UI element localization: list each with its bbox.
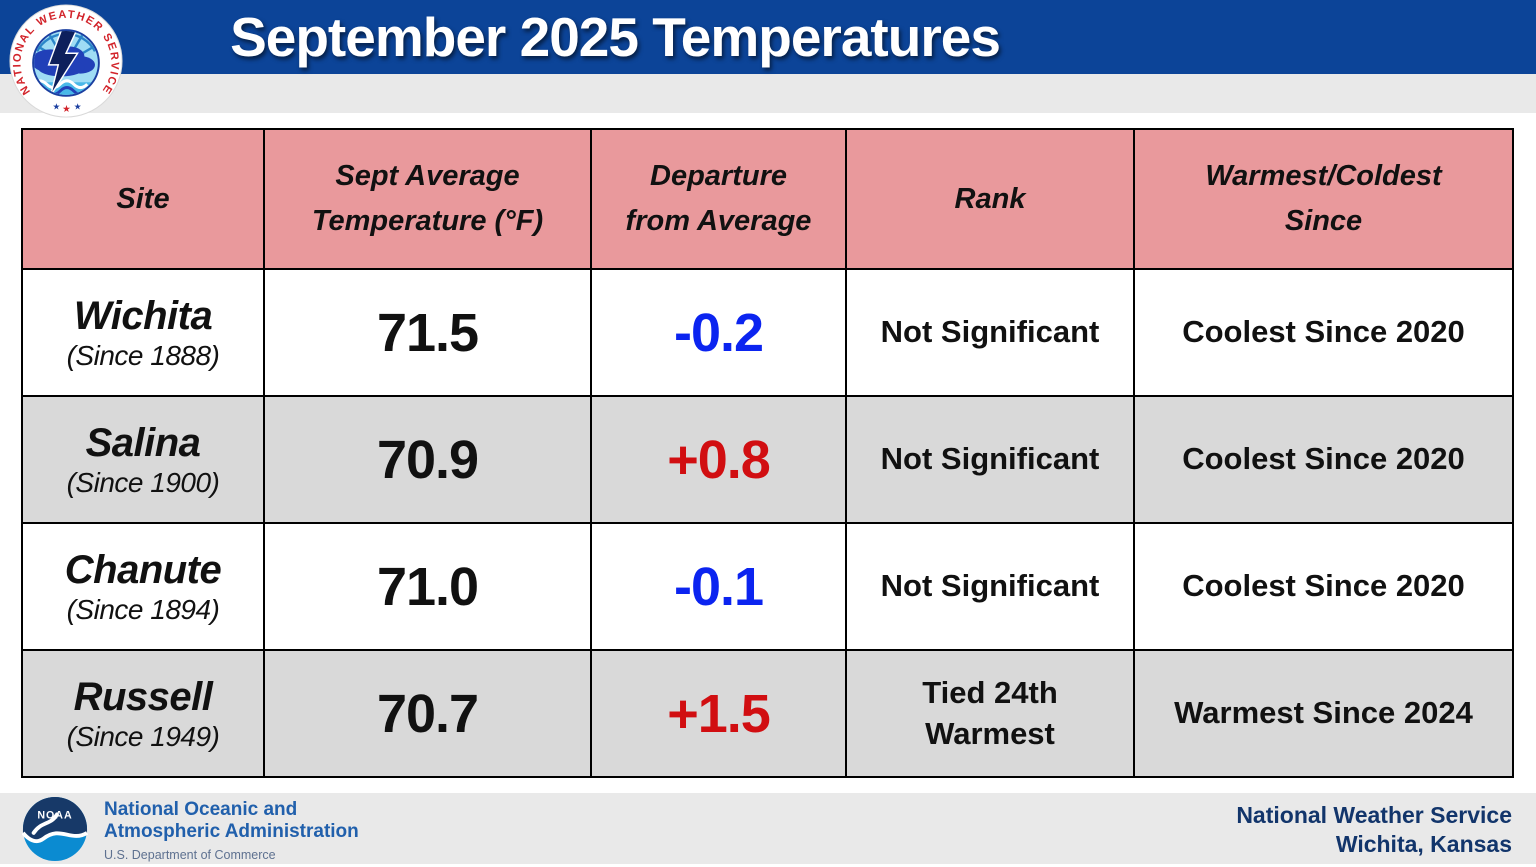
header-divider-strip — [0, 74, 1536, 113]
rank-cell: Tied 24th Warmest — [846, 650, 1134, 777]
temperature-table-wrap: Site Sept Average Temperature (°F) Depar… — [21, 128, 1536, 778]
commerce-line: U.S. Department of Commerce — [104, 848, 359, 862]
footer-bar: NOAA National Oceanic and Atmospheric Ad… — [0, 793, 1536, 864]
departure-cell: +0.8 — [591, 396, 846, 523]
nws-office-line-1: National Weather Service — [1236, 801, 1512, 830]
site-cell: Salina (Since 1900) — [22, 396, 264, 523]
departure-cell: -0.1 — [591, 523, 846, 650]
rank-cell: Not Significant — [846, 523, 1134, 650]
warmest-coldest-cell: Coolest Since 2020 — [1134, 396, 1513, 523]
avg-temp-cell: 71.5 — [264, 269, 591, 396]
col-header-warmest-coldest: Warmest/Coldest Since — [1134, 129, 1513, 269]
col-header-avg-temp: Sept Average Temperature (°F) — [264, 129, 591, 269]
site-cell: Chanute (Since 1894) — [22, 523, 264, 650]
header-banner: September 2025 Temperatures — [0, 0, 1536, 74]
nws-office-block: National Weather Service Wichita, Kansas — [1236, 801, 1512, 859]
col-header-departure: Departure from Average — [591, 129, 846, 269]
noaa-line-1: National Oceanic and — [104, 799, 359, 821]
page-title-wrap: September 2025 Temperatures — [0, 0, 1230, 74]
table-row-russell: Russell (Since 1949) 70.7 +1.5 Tied 24th… — [22, 650, 1513, 777]
svg-text:★: ★ — [62, 104, 71, 115]
svg-text:★: ★ — [74, 101, 82, 111]
table-header-row: Site Sept Average Temperature (°F) Depar… — [22, 129, 1513, 269]
site-name: Wichita — [23, 293, 263, 339]
rank-cell: Not Significant — [846, 269, 1134, 396]
svg-text:★: ★ — [52, 101, 60, 111]
nws-office-line-2: Wichita, Kansas — [1236, 830, 1512, 859]
col-header-site: Site — [22, 129, 264, 269]
nws-logo-icon: NATIONAL WEATHER SERVICE ★ ★ ★ — [8, 3, 124, 124]
departure-cell: -0.2 — [591, 269, 846, 396]
temperature-table: Site Sept Average Temperature (°F) Depar… — [21, 128, 1514, 778]
table-row-chanute: Chanute (Since 1894) 71.0 -0.1 Not Signi… — [22, 523, 1513, 650]
noaa-logo-label: NOAA — [37, 809, 72, 821]
noaa-line-2: Atmospheric Administration — [104, 821, 359, 843]
warmest-coldest-cell: Coolest Since 2020 — [1134, 523, 1513, 650]
site-since: (Since 1894) — [23, 593, 263, 627]
site-since: (Since 1949) — [23, 720, 263, 754]
site-name: Russell — [23, 674, 263, 720]
table-row-wichita: Wichita (Since 1888) 71.5 -0.2 Not Signi… — [22, 269, 1513, 396]
noaa-text-block: National Oceanic and Atmospheric Adminis… — [104, 799, 359, 862]
table-row-salina: Salina (Since 1900) 70.9 +0.8 Not Signif… — [22, 396, 1513, 523]
avg-temp-cell: 70.7 — [264, 650, 591, 777]
site-name: Chanute — [23, 547, 263, 593]
site-since: (Since 1888) — [23, 339, 263, 373]
site-cell: Russell (Since 1949) — [22, 650, 264, 777]
avg-temp-cell: 70.9 — [264, 396, 591, 523]
site-cell: Wichita (Since 1888) — [22, 269, 264, 396]
page-title: September 2025 Temperatures — [230, 5, 1000, 69]
rank-cell: Not Significant — [846, 396, 1134, 523]
site-since: (Since 1900) — [23, 466, 263, 500]
col-header-rank: Rank — [846, 129, 1134, 269]
site-name: Salina — [23, 420, 263, 466]
warmest-coldest-cell: Warmest Since 2024 — [1134, 650, 1513, 777]
departure-cell: +1.5 — [591, 650, 846, 777]
avg-temp-cell: 71.0 — [264, 523, 591, 650]
noaa-logo-icon: NOAA — [22, 796, 88, 867]
warmest-coldest-cell: Coolest Since 2020 — [1134, 269, 1513, 396]
